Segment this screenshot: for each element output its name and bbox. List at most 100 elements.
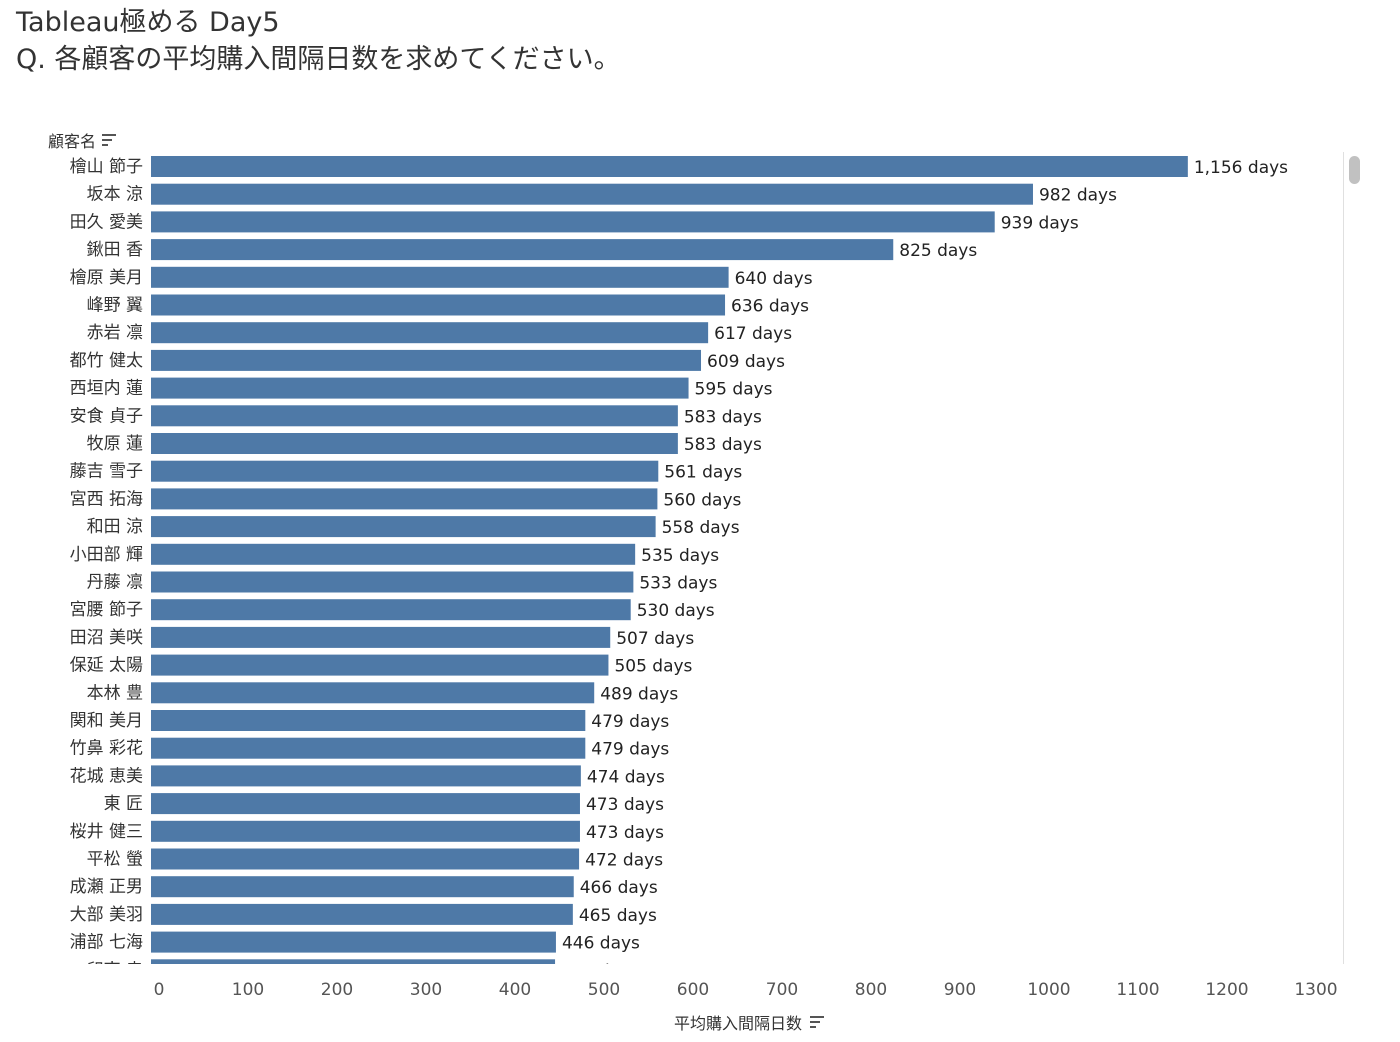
bar[interactable] [151, 543, 636, 565]
bar-value-label: 473 days [586, 795, 664, 815]
bar[interactable] [151, 349, 702, 371]
category-label: 桜井 健三 [70, 822, 143, 842]
bar-value-label: 1,156 days [1194, 158, 1288, 178]
category-label: 峰野 翼 [87, 296, 143, 316]
bar[interactable] [151, 682, 595, 704]
bar[interactable] [151, 294, 726, 316]
x-tick-label: 300 [410, 980, 442, 1000]
x-tick-label: 1200 [1205, 980, 1248, 1000]
bar-value-label: 505 days [614, 657, 692, 677]
x-tick-label: 1100 [1116, 980, 1159, 1000]
category-label: 西垣内 蓮 [70, 379, 143, 399]
bar[interactable] [151, 765, 581, 787]
bar-value-label: 473 days [586, 823, 664, 843]
category-label: 安食 貞子 [70, 406, 143, 426]
bar[interactable] [151, 793, 580, 815]
bar[interactable] [151, 626, 611, 648]
category-label: 小田部 輝 [70, 545, 143, 565]
scroll-thumb[interactable] [1349, 156, 1360, 184]
bar[interactable] [151, 654, 609, 676]
x-tick-label: 900 [944, 980, 976, 1000]
bar-value-label: 479 days [591, 712, 669, 732]
category-label: 竹鼻 彩花 [70, 739, 143, 759]
bar-value-label: 507 days [616, 629, 694, 649]
bar-value-label: 535 days [641, 546, 719, 566]
bar[interactable] [151, 903, 573, 925]
bar-value-label: 640 days [735, 269, 813, 289]
bar-chart: 檜山 節子 1,156 days 坂本 涼 982 days 田久 愛美 939 days… [70, 156, 1338, 1000]
bar-value-label: 533 days [639, 574, 717, 594]
category-label: 平松 螢 [87, 850, 143, 870]
x-tick-label: 400 [499, 980, 531, 1000]
vertical-scrollbar[interactable] [1343, 152, 1364, 964]
bar-value-label: 489 days [600, 684, 678, 704]
bar[interactable] [151, 322, 709, 344]
x-tick-label: 100 [232, 980, 264, 1000]
bar-value-label: 474 days [587, 767, 665, 787]
bar-value-label: 561 days [664, 463, 742, 483]
category-label: 都竹 健太 [70, 351, 143, 371]
bar[interactable] [151, 266, 729, 288]
bar[interactable] [151, 433, 678, 454]
title-line-1: Tableau極める Day5 [16, 7, 280, 38]
category-label: 和田 涼 [87, 517, 143, 537]
bar[interactable] [151, 931, 556, 953]
category-label: 東 匠 [104, 794, 143, 814]
category-label: 宮西 拓海 [70, 489, 143, 509]
bar[interactable] [151, 460, 659, 482]
bar-value-label: 466 days [580, 878, 658, 898]
category-label: 田沼 美咲 [70, 628, 143, 648]
x-tick-label: 700 [766, 980, 798, 1000]
x-axis-title[interactable]: 平均購入間隔日数 [674, 1010, 825, 1034]
bar-value-label: 558 days [662, 518, 740, 538]
row-header-label: 顧客名 [48, 132, 97, 151]
bar-value-label: 583 days [684, 435, 762, 455]
category-label: 赤岩 凛 [87, 323, 143, 343]
bar[interactable] [151, 183, 1033, 205]
category-label: 成瀬 正男 [70, 877, 143, 897]
category-label: 鍬田 香 [87, 240, 143, 260]
x-axis-sort-icon[interactable] [810, 1016, 825, 1028]
x-tick-label: 0 [154, 980, 165, 1000]
category-label: 檜山 節子 [70, 156, 143, 177]
bar[interactable] [151, 156, 1188, 177]
category-label: 檜原 美月 [70, 267, 143, 288]
bar-value-label: 583 days [684, 407, 762, 427]
bar[interactable] [151, 710, 586, 731]
bar-value-label: 479 days [591, 740, 669, 760]
category-label: 花城 恵美 [70, 766, 143, 786]
bar-value-label: 465 days [579, 906, 657, 926]
category-label: 宮腰 節子 [70, 600, 143, 620]
row-header[interactable]: 顧客名 [48, 128, 117, 152]
bar[interactable] [151, 599, 631, 621]
bar[interactable] [151, 737, 586, 759]
category-label: 大部 美羽 [70, 905, 143, 925]
bar-value-label: 617 days [714, 324, 792, 344]
bar[interactable] [151, 211, 995, 233]
bar[interactable] [151, 405, 678, 427]
bar[interactable] [151, 959, 556, 980]
category-label: 坂本 涼 [87, 185, 143, 205]
category-label: 印南 忠 [87, 960, 143, 980]
bar[interactable] [151, 516, 656, 538]
bar[interactable] [151, 488, 658, 510]
bar-value-label: 982 days [1039, 186, 1117, 206]
bar[interactable] [151, 876, 574, 898]
bar[interactable] [151, 820, 580, 842]
bar-value-label: 446 days [562, 934, 640, 954]
bar-value-label: 472 days [585, 851, 663, 871]
category-label: 浦部 七海 [70, 933, 143, 953]
bar-value-label: 445 days [561, 961, 639, 981]
x-tick-label: 1300 [1294, 980, 1337, 1000]
bar[interactable] [151, 239, 894, 261]
bar[interactable] [151, 848, 580, 870]
sort-icon[interactable] [102, 134, 117, 146]
x-tick-label: 1000 [1027, 980, 1070, 1000]
bar-value-label: 825 days [899, 241, 977, 261]
category-label: 本林 豊 [87, 683, 143, 703]
category-label: 丹藤 凛 [87, 573, 143, 593]
x-tick-label: 600 [677, 980, 709, 1000]
bar[interactable] [151, 377, 689, 399]
chart-title: Tableau極める Day5 Q. 各顧客の平均購入間隔日数を求めてください。 [16, 4, 621, 78]
bar[interactable] [151, 571, 634, 593]
